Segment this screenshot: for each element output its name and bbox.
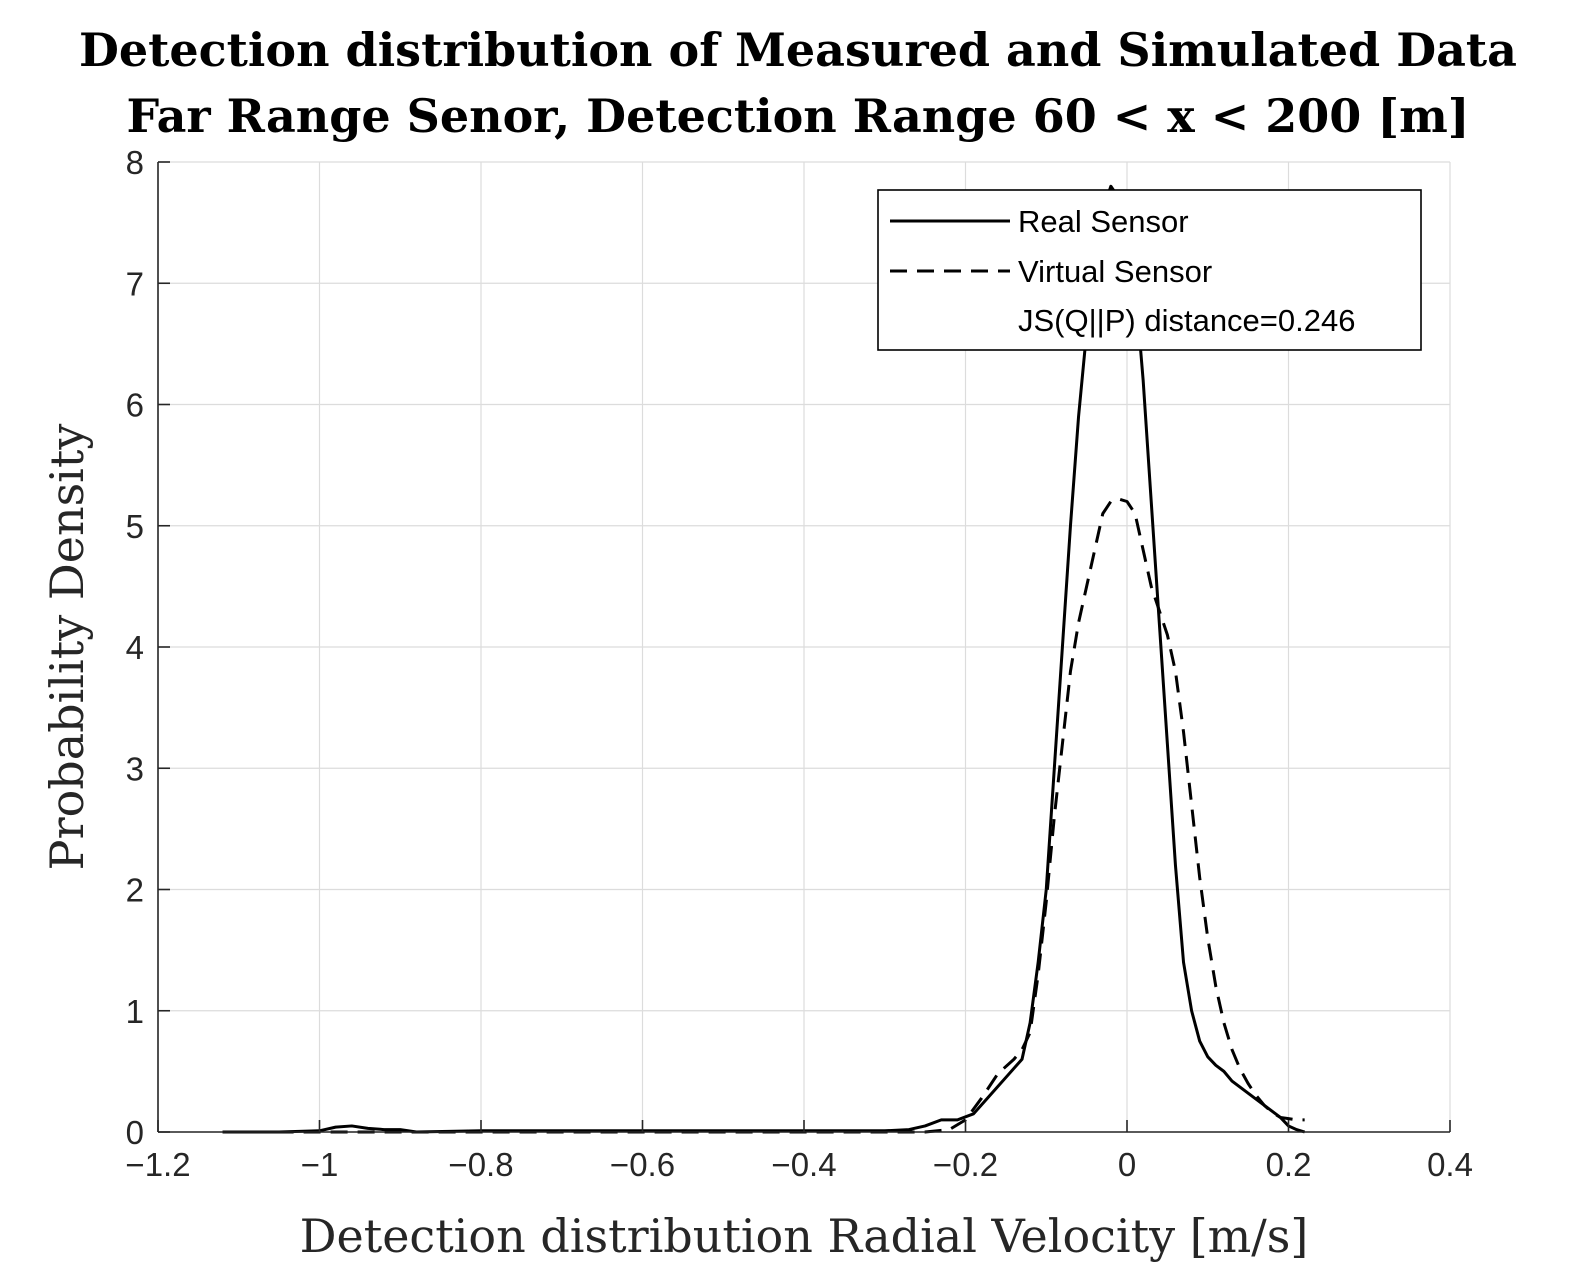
x-tick-label: −0.2 [933, 1146, 998, 1183]
series-line-real-sensor [222, 184, 1306, 1134]
y-tick-label: 6 [126, 387, 144, 424]
x-axis-label: Detection distribution Radial Velocity [… [300, 1209, 1309, 1263]
legend-box [877, 189, 1422, 351]
x-tick-label: −0.8 [448, 1146, 513, 1183]
y-axis-label: Probability Density [40, 424, 94, 871]
series-layer [222, 184, 1306, 1134]
x-tick-label: −0.4 [771, 1146, 836, 1183]
x-ticks: −1.2 −1 −0.8 −0.6 −0.4 −0.2 0 0.2 0.4 [125, 1120, 1473, 1183]
y-ticks: 0 1 2 3 4 5 6 7 8 [126, 144, 170, 1151]
legend-annotation-js-distance: JS(Q||P) distance=0.246 [1018, 303, 1355, 338]
x-tick-label: 0.4 [1427, 1146, 1473, 1183]
y-tick-label: 1 [126, 993, 144, 1030]
legend-label-virtual-sensor: Virtual Sensor [1018, 254, 1212, 289]
x-tick-label: 0 [1118, 1146, 1136, 1183]
y-tick-label: 7 [126, 265, 144, 302]
x-tick-label: −1.2 [125, 1146, 190, 1183]
chart-subtitle: Far Range Senor, Detection Range 60 < x … [126, 89, 1469, 143]
y-tick-label: 2 [126, 872, 144, 909]
x-tick-label: 0.2 [1266, 1146, 1312, 1183]
y-tick-label: 4 [126, 629, 144, 666]
chart-title: Detection distribution of Measured and S… [79, 23, 1517, 77]
x-tick-label: −0.6 [610, 1146, 675, 1183]
legend-label-real-sensor: Real Sensor [1018, 204, 1189, 239]
y-tick-label: 0 [126, 1114, 144, 1151]
y-tick-label: 5 [126, 508, 144, 545]
y-tick-label: 3 [126, 750, 144, 787]
x-tick-label: −1 [301, 1146, 339, 1183]
y-tick-label: 8 [126, 144, 144, 181]
legend: Real Sensor Virtual Sensor JS(Q||P) dist… [877, 189, 1422, 351]
